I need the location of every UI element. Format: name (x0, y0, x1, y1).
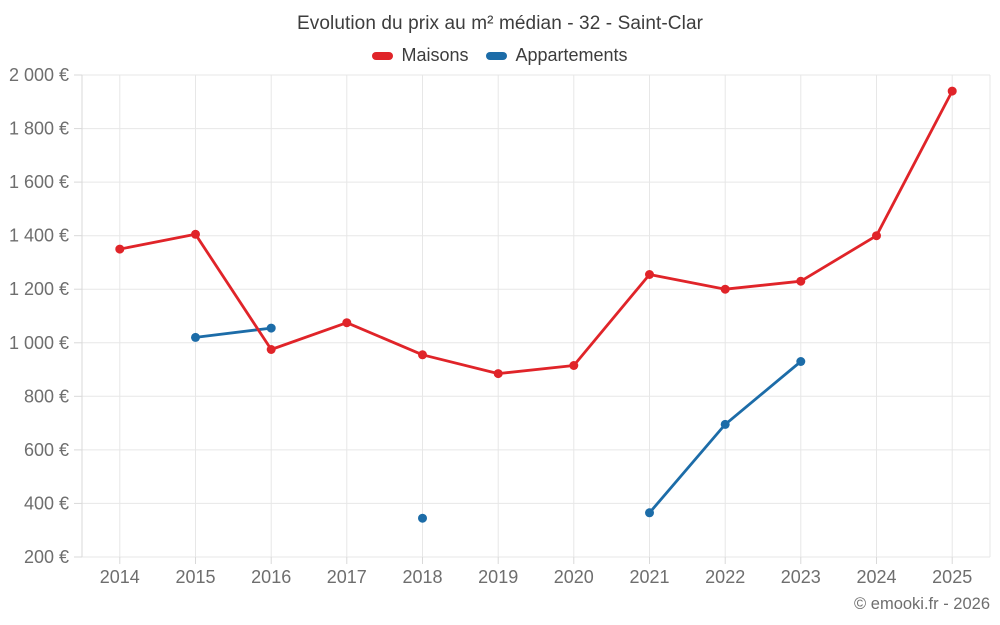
y-axis-label: 1 800 € (9, 119, 69, 139)
data-point-maisons-2023[interactable] (796, 276, 806, 286)
data-point-maisons-2019[interactable] (493, 369, 503, 379)
data-point-maisons-2025[interactable] (947, 86, 957, 96)
y-axis-label: 1 000 € (9, 333, 69, 353)
data-point-maisons-2016[interactable] (266, 345, 276, 354)
data-point-maisons-2018[interactable] (418, 350, 427, 360)
x-axis-label: 2025 (932, 567, 972, 587)
data-point-appartements-2015[interactable] (191, 332, 200, 342)
copyright: © emooki.fr - 2026 (854, 595, 990, 613)
x-axis-label: 2024 (856, 567, 896, 587)
x-axis-label: 2023 (781, 567, 821, 587)
y-axis-label: 2 000 € (9, 65, 69, 85)
data-point-maisons-2015[interactable] (191, 229, 200, 239)
data-point-maisons-2024[interactable] (872, 231, 881, 241)
x-axis-label: 2016 (251, 567, 291, 587)
legend-item-appartements[interactable]: Appartements (486, 45, 628, 66)
line-maisons (118, 89, 954, 375)
y-axis-label: 800 € (24, 386, 69, 406)
x-axis-label: 2018 (402, 567, 442, 587)
y-axis-label: 600 € (24, 440, 69, 460)
x-axis-label: 2019 (478, 567, 518, 587)
data-point-maisons-2014[interactable] (115, 244, 125, 254)
chart-title: Evolution du prix au m² médian - 32 - Sa… (296, 13, 704, 34)
y-axis-label: 400 € (24, 493, 69, 513)
x-axis-label: 2017 (327, 567, 367, 587)
data-point-appartements-2018[interactable] (418, 513, 427, 523)
data-point-appartements-2023[interactable] (796, 357, 806, 366)
x-axis-label: 2022 (705, 567, 745, 587)
y-axis-label: 1 400 € (9, 226, 69, 246)
data-point-maisons-2017[interactable] (342, 318, 352, 328)
legend: Maisons Appartements (0, 45, 1000, 66)
legend-label-maisons: Maisons (401, 45, 469, 65)
data-point-appartements-2021[interactable] (645, 508, 654, 518)
data-point-maisons-2020[interactable] (569, 361, 579, 370)
x-axis-label: 2021 (629, 567, 669, 587)
data-point-maisons-2022[interactable] (720, 284, 730, 294)
legend-item-maisons[interactable]: Maisons (372, 45, 468, 66)
legend-swatch-maisons-icon (372, 51, 394, 60)
x-axis-label: 2015 (175, 567, 215, 587)
y-axis-label: 1 200 € (9, 279, 69, 299)
x-axis-label: 2020 (554, 567, 594, 587)
y-axis-label: 1 600 € (9, 172, 69, 192)
data-point-appartements-2016[interactable] (266, 323, 276, 333)
data-point-maisons-2021[interactable] (645, 270, 654, 279)
data-point-appartements-2022[interactable] (720, 419, 730, 429)
y-axis-label: 200 € (24, 547, 69, 567)
x-axis-label: 2014 (100, 567, 140, 587)
legend-swatch-appartements-icon (486, 51, 508, 60)
legend-label-appartements: Appartements (515, 45, 628, 65)
